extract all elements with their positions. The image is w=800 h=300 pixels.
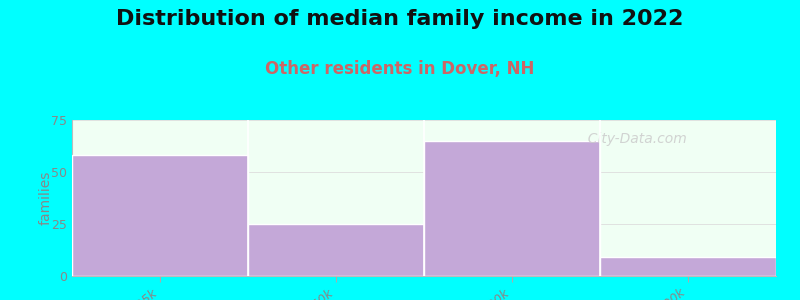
Bar xyxy=(424,141,600,276)
Bar xyxy=(600,257,776,276)
Bar xyxy=(72,155,248,276)
Text: Other residents in Dover, NH: Other residents in Dover, NH xyxy=(266,60,534,78)
Text: City-Data.com: City-Data.com xyxy=(579,133,686,146)
Y-axis label: families: families xyxy=(38,171,53,225)
Bar xyxy=(248,224,424,276)
Text: Distribution of median family income in 2022: Distribution of median family income in … xyxy=(116,9,684,29)
